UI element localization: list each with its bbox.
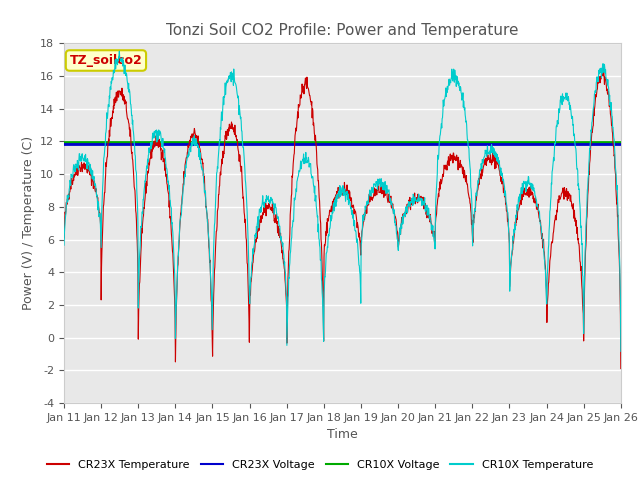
Text: TZ_soilco2: TZ_soilco2 bbox=[70, 54, 142, 67]
Title: Tonzi Soil CO2 Profile: Power and Temperature: Tonzi Soil CO2 Profile: Power and Temper… bbox=[166, 23, 518, 38]
X-axis label: Time: Time bbox=[327, 429, 358, 442]
Legend: CR23X Temperature, CR23X Voltage, CR10X Voltage, CR10X Temperature: CR23X Temperature, CR23X Voltage, CR10X … bbox=[43, 456, 597, 474]
Y-axis label: Power (V) / Temperature (C): Power (V) / Temperature (C) bbox=[22, 136, 35, 310]
